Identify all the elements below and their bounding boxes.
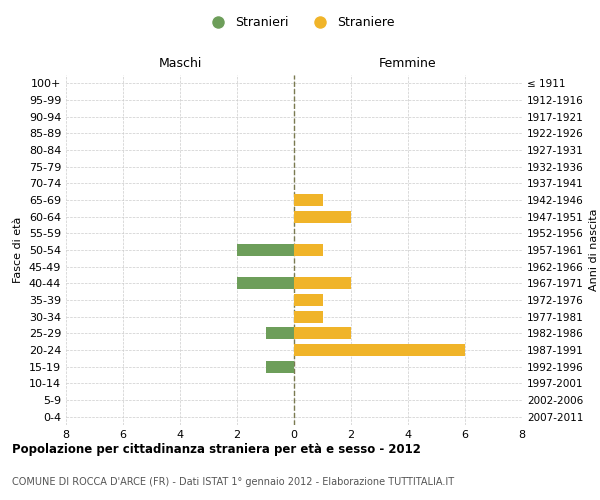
Text: COMUNE DI ROCCA D'ARCE (FR) - Dati ISTAT 1° gennaio 2012 - Elaborazione TUTTITAL: COMUNE DI ROCCA D'ARCE (FR) - Dati ISTAT… [12, 477, 454, 487]
Y-axis label: Anni di nascita: Anni di nascita [589, 208, 599, 291]
Bar [237, 244, 294, 256]
Bar [237, 278, 294, 289]
Y-axis label: Fasce di età: Fasce di età [13, 217, 23, 283]
Bar [265, 328, 294, 340]
Text: Popolazione per cittadinanza straniera per età e sesso - 2012: Popolazione per cittadinanza straniera p… [12, 442, 421, 456]
Bar [294, 194, 323, 206]
Legend: Stranieri, Straniere: Stranieri, Straniere [200, 11, 400, 34]
Bar [294, 278, 351, 289]
Bar [294, 344, 465, 356]
Bar [294, 244, 323, 256]
Bar [294, 310, 323, 322]
Bar [265, 360, 294, 372]
Bar [294, 210, 351, 222]
Bar [294, 294, 323, 306]
Bar [294, 328, 351, 340]
